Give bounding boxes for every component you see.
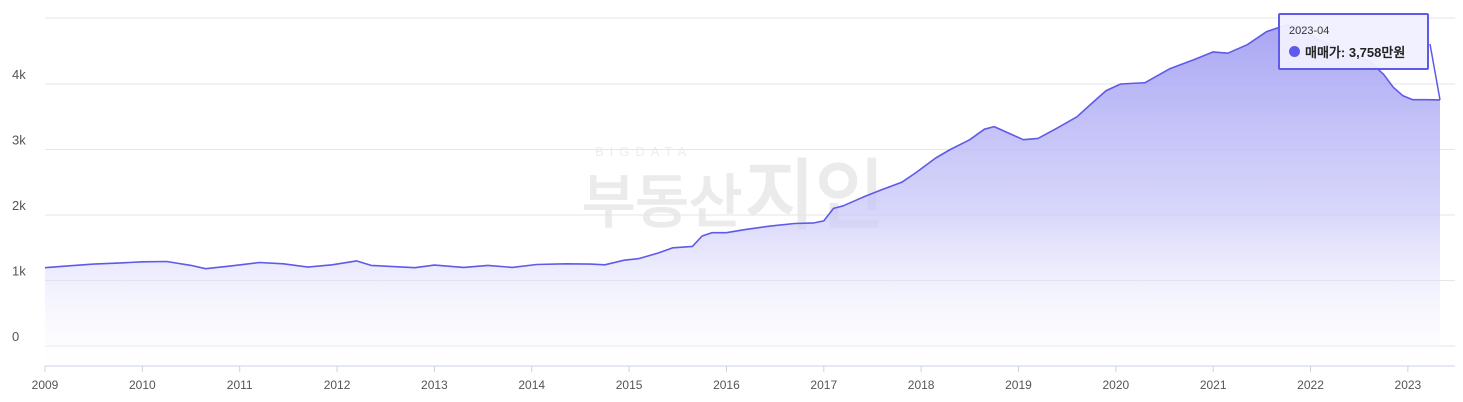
area-layer	[44, 24, 1441, 366]
x-tick-label: 2014	[518, 378, 545, 392]
x-tick-label: 2016	[713, 378, 740, 392]
y-tick-label: 0	[12, 329, 19, 344]
x-tick-label: 2018	[908, 378, 935, 392]
tooltip-connector	[1429, 43, 1441, 101]
x-tick-label: 2023	[1395, 378, 1422, 392]
x-tick-label: 2012	[324, 378, 351, 392]
y-tick-label: 2k	[12, 198, 26, 213]
axis-layer: 2009 2010 2011 2012 2013 2014 2015 2016 2017 2018…	[32, 365, 1455, 392]
x-tick-label: 2013	[421, 378, 448, 392]
tooltip-value-line: 매매가: 3,758만원	[1289, 42, 1427, 61]
x-tick-label: 2017	[810, 378, 837, 392]
y-tick-label: 3k	[12, 133, 26, 148]
x-tick-label: 2019	[1005, 378, 1032, 392]
tooltip: 2023-04 매매가: 3,758만원	[1278, 13, 1429, 70]
series-area-fill	[45, 25, 1440, 366]
watermark-left-text: 부동산	[582, 170, 742, 235]
tooltip-series-label: 매매가:	[1305, 45, 1346, 60]
x-tick-label: 2015	[616, 378, 643, 392]
y-tick-label: 4k	[12, 67, 26, 82]
tooltip-date: 2023-04	[1289, 25, 1330, 37]
x-tick-label: 2011	[227, 378, 253, 392]
x-tick-label: 2010	[129, 378, 156, 392]
y-tick-label: 1k	[12, 264, 26, 279]
x-tick-label: 2009	[32, 378, 59, 392]
x-tick-label: 2021	[1200, 378, 1227, 392]
x-tick-label: 2020	[1102, 378, 1129, 392]
watermark-top-text: BIGDATA	[595, 144, 692, 159]
x-tick-label: 2022	[1297, 378, 1324, 392]
tooltip-series-dot	[1289, 46, 1300, 57]
tooltip-value: 3,758만원	[1348, 45, 1406, 60]
series-line	[44, 24, 1441, 270]
